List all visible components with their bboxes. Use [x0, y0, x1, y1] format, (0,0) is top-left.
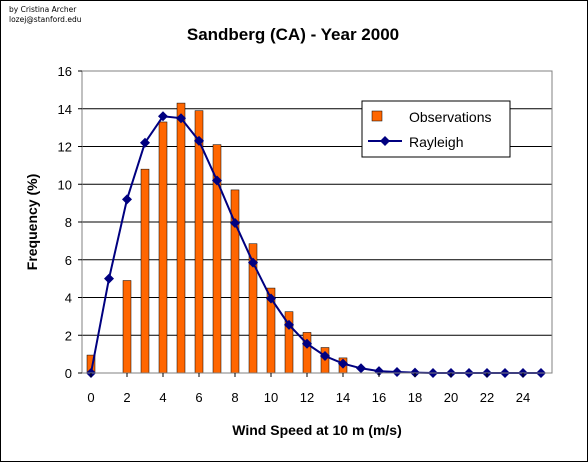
observation-bar	[140, 168, 150, 374]
y-tick-label: 12	[58, 140, 72, 155]
rayleigh-point	[356, 363, 366, 374]
observation-bar	[176, 102, 186, 374]
y-tick-label: 10	[58, 177, 72, 192]
y-tick-label: 2	[65, 328, 72, 343]
x-tick-label: 0	[87, 390, 94, 405]
y-tick-label: 16	[58, 64, 72, 79]
x-tick-label: 18	[408, 390, 422, 405]
x-tick-label: 22	[480, 390, 494, 405]
credit-name: by Cristina Archer	[9, 5, 77, 14]
rayleigh-point	[374, 366, 384, 377]
x-axis-ticks: 0 2 4 6 8 10 12 14 16 18 20 22 24	[87, 373, 530, 405]
legend-box	[361, 100, 511, 158]
x-tick-label: 8	[231, 390, 238, 405]
x-tick-label: 2	[123, 390, 130, 405]
legend-marker-rayleigh	[380, 136, 390, 146]
legend: Observations Rayleigh	[361, 100, 511, 158]
observation-bars	[86, 102, 348, 374]
rayleigh-point	[194, 135, 204, 146]
rayleigh-point	[248, 257, 258, 268]
legend-label-rayleigh: Rayleigh	[409, 134, 463, 150]
author-credit: by Cristina Archer lozej@stanford.edu	[9, 5, 81, 25]
legend-label-observations: Observations	[409, 109, 491, 125]
x-tick-label: 24	[516, 390, 530, 405]
x-tick-label: 20	[444, 390, 458, 405]
rayleigh-point	[392, 367, 402, 378]
x-tick-label: 16	[372, 390, 386, 405]
x-axis-title: Wind Speed at 10 m (m/s)	[232, 422, 401, 438]
rayleigh-point	[230, 217, 240, 228]
rayleigh-point	[212, 175, 222, 186]
rayleigh-point	[122, 194, 132, 205]
x-tick-label: 10	[264, 390, 278, 405]
y-axis-ticks: 0 2 4 6 8 10 12 14 16	[58, 64, 82, 381]
observation-bar	[194, 110, 204, 374]
observation-bar	[122, 280, 132, 374]
x-tick-label: 4	[159, 390, 166, 405]
y-tick-label: 0	[65, 366, 72, 381]
chart-title: Sandberg (CA) - Year 2000	[187, 25, 399, 44]
rayleigh-point	[266, 293, 276, 304]
rayleigh-point	[158, 111, 168, 122]
observation-bar	[158, 121, 168, 374]
y-tick-label: 6	[65, 253, 72, 268]
observation-bar	[302, 332, 312, 374]
rayleigh-point	[338, 358, 348, 369]
rayleigh-point	[140, 137, 150, 148]
y-axis-title: Frequency (%)	[24, 174, 40, 270]
x-tick-label: 12	[300, 390, 314, 405]
x-tick-label: 14	[336, 390, 350, 405]
y-tick-label: 14	[58, 102, 72, 117]
rayleigh-point	[284, 319, 294, 330]
credit-email: lozej@stanford.edu	[9, 15, 82, 24]
y-tick-label: 4	[65, 291, 72, 306]
rayleigh-point	[320, 351, 330, 362]
x-tick-label: 6	[195, 390, 202, 405]
rayleigh-point	[302, 338, 312, 349]
legend-swatch-observations	[371, 110, 383, 122]
y-tick-label: 8	[65, 215, 72, 230]
rayleigh-point	[104, 273, 114, 284]
rayleigh-point	[176, 113, 186, 124]
